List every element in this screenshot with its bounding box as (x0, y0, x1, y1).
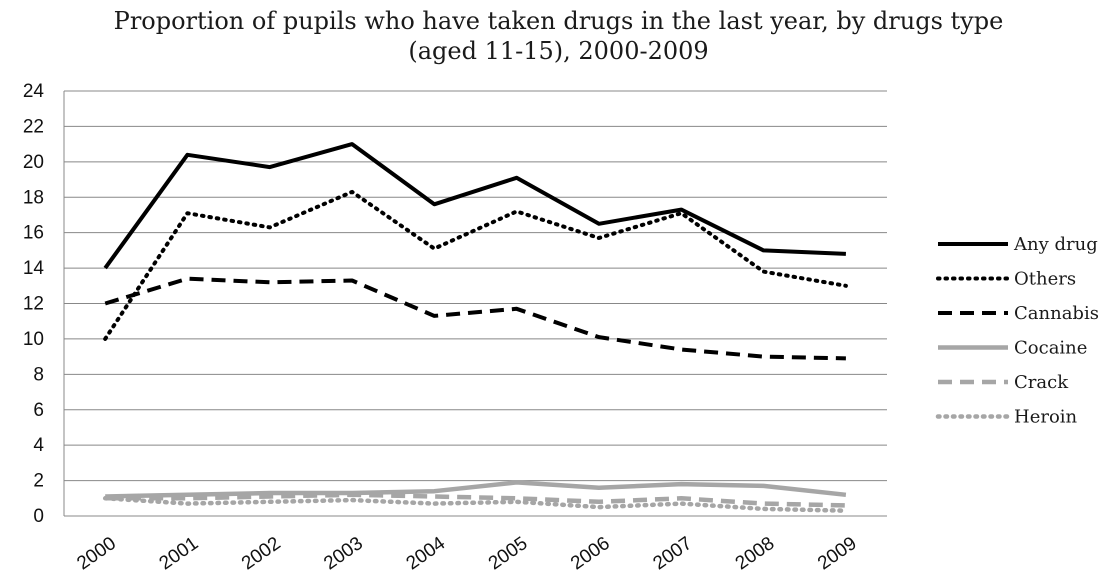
y-tick-label: 6 (33, 400, 44, 421)
legend: Any drug Others Cannabis Cocaine Crack Heroin (935, 234, 1099, 428)
x-tick-label: 2000 (73, 533, 120, 574)
x-tick-label: 2005 (485, 533, 532, 574)
x-tick-label: 2001 (156, 533, 203, 574)
x-tick-label: 2002 (238, 533, 285, 574)
x-tick-label: 2007 (649, 533, 696, 574)
chart-subtitle: (aged 11-15), 2000-2009 (408, 37, 709, 65)
series-lines (102, 142, 849, 513)
x-tick-label: 2004 (403, 533, 450, 575)
legend-label-any-drug: Any drug (1013, 234, 1098, 255)
series-line-others (103, 189, 848, 341)
y-tick-label: 12 (23, 294, 44, 315)
y-tick-label: 10 (23, 329, 44, 350)
y-tick-label: 22 (23, 116, 44, 137)
legend-label-others: Others (1014, 269, 1076, 290)
legend-label-heroin: Heroin (1014, 407, 1078, 428)
y-tick-label: 24 (23, 81, 45, 102)
y-tick-label: 2 (33, 471, 44, 492)
y-tick-label: 4 (33, 435, 44, 456)
series-line-crack (105, 492, 846, 508)
x-tick-label: 2008 (732, 533, 779, 574)
x-axis: 2000 2001 2002 2003 2004 2005 2006 2007 2008 2009 (73, 533, 860, 575)
series-line-cannabis (104, 276, 846, 361)
chart-title-block: Proportion of pupils who have taken drug… (0, 6, 1117, 66)
x-tick-label: 2009 (814, 533, 861, 574)
legend-label-crack: Crack (1014, 372, 1069, 393)
gridlines (64, 90, 887, 517)
y-tick-label: 14 (23, 258, 45, 279)
x-tick-label: 2006 (567, 533, 614, 574)
y-tick-label: 18 (23, 187, 44, 208)
x-tick-label: 2003 (320, 533, 367, 574)
y-tick-label: 16 (23, 223, 44, 244)
y-tick-label: 20 (23, 152, 44, 173)
series-line-heroin (102, 496, 849, 513)
y-tick-label: 8 (33, 364, 44, 385)
y-tick-label: 0 (33, 506, 44, 527)
legend-label-cannabis: Cannabis (1014, 303, 1099, 324)
series-line-cocaine (105, 480, 847, 499)
legend-label-cocaine: Cocaine (1014, 338, 1087, 359)
chart-title: Proportion of pupils who have taken drug… (113, 7, 1004, 35)
series-line-any-drug (103, 142, 846, 270)
